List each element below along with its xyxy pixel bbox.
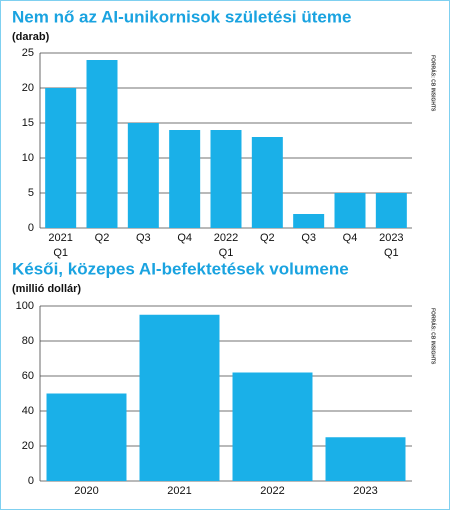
bar (232, 372, 313, 481)
y-tick-label: 0 (28, 475, 34, 487)
x-tick-label: 2022 Q1 (213, 232, 239, 259)
y-tick-label: 20 (22, 82, 34, 94)
x-tick-label: 2023 Q1 (379, 232, 404, 259)
x-tick-label: 2023 (353, 485, 378, 497)
y-tick-label: 20 (22, 440, 34, 452)
bar (325, 437, 406, 481)
x-tick-label: Q2 (259, 232, 275, 244)
bar (139, 314, 220, 481)
bar (251, 137, 283, 228)
chart-title: Nem nő az AI-unikornisok születési üteme (12, 7, 351, 26)
x-tick-label: Q2 (94, 232, 110, 244)
chart-subtitle: (millió dollár) (12, 283, 81, 295)
bar (127, 123, 159, 228)
bar (45, 88, 77, 228)
y-tick-label: 15 (22, 117, 34, 129)
bar (375, 193, 407, 228)
bar (169, 130, 201, 228)
bar (86, 60, 118, 228)
source-note: FORRÁS: CB INSIGHTS (430, 308, 437, 365)
x-tick-label: Q4 (177, 232, 192, 244)
y-tick-label: 100 (16, 300, 34, 312)
bar (293, 214, 325, 228)
x-tick-label: 2021 (167, 485, 192, 497)
x-tick-label: Q3 (135, 232, 151, 244)
source-note: FORRÁS: CB INSIGHTS (430, 55, 437, 112)
y-tick-label: 80 (22, 335, 34, 347)
bar (334, 193, 366, 228)
y-tick-label: 0 (28, 222, 34, 234)
x-tick-label: 2021 Q1 (48, 232, 73, 259)
y-tick-label: 25 (22, 47, 34, 59)
x-tick-label: Q4 (342, 232, 358, 244)
y-tick-label: 5 (28, 187, 34, 199)
y-tick-label: 40 (22, 405, 34, 417)
x-tick-label: 2022 (260, 485, 285, 497)
bar (210, 130, 242, 228)
y-tick-label: 10 (22, 152, 34, 164)
x-tick-label: 2020 (74, 485, 99, 497)
chart-subtitle: (darab) (12, 31, 50, 43)
x-tick-label: Q3 (301, 232, 316, 244)
y-tick-label: 60 (22, 370, 34, 382)
bar (46, 393, 127, 481)
chart-title: Késői, közepes AI-befektetések volumene (12, 259, 349, 278)
